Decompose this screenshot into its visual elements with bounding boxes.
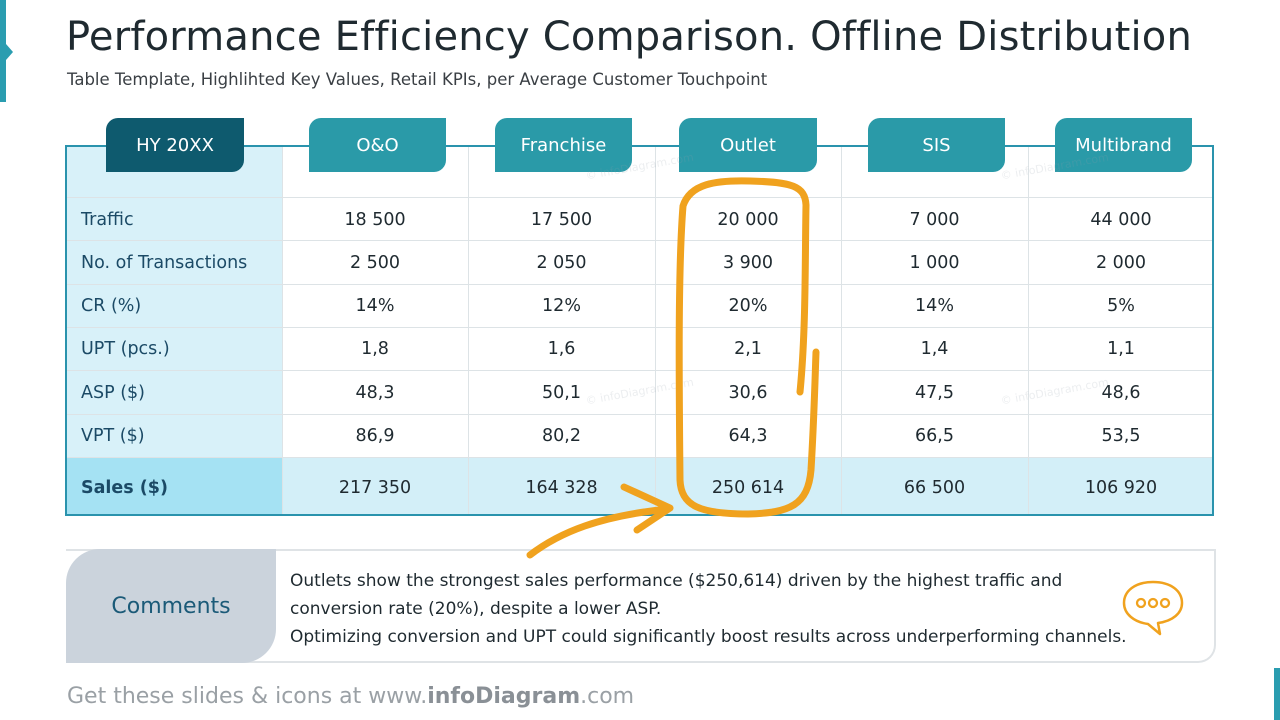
table-cell: 2 000: [1095, 252, 1147, 273]
comment-line: Optimizing conversion and UPT could sign…: [290, 627, 1127, 647]
column-divider: [655, 147, 656, 515]
table-cell: 48,3: [355, 382, 395, 403]
row-label-asp: ASP ($): [81, 382, 145, 403]
table-cell: 53,5: [1101, 425, 1141, 446]
sales-cell: 106 920: [1084, 477, 1158, 498]
table-cell: 18 500: [344, 209, 406, 230]
sales-cell: 250 614: [711, 477, 785, 498]
header-multibrand: Multibrand: [1055, 118, 1192, 172]
comment-line: Outlets show the strongest sales perform…: [290, 571, 1063, 591]
table-cell: 2 500: [349, 252, 401, 273]
footer-brand: infoDiagram: [427, 684, 581, 709]
sales-cell: 217 350: [338, 477, 412, 498]
row-divider: [67, 414, 1213, 415]
table-cell: 20%: [728, 295, 768, 316]
header-oo: O&O: [309, 118, 446, 172]
column-divider: [468, 147, 469, 515]
table-cell: 2,1: [734, 338, 762, 359]
header-sis: SIS: [868, 118, 1005, 172]
row-label-cr: CR (%): [81, 295, 142, 316]
left-accent-tip: [6, 44, 13, 60]
table-cell: 7 000: [909, 209, 960, 230]
table-cell: 5%: [1107, 295, 1135, 316]
comments-text: Outlets show the strongest sales perform…: [290, 567, 1170, 651]
comments-label: Comments: [66, 549, 276, 663]
table-cell: 20 000: [717, 209, 779, 230]
table-cell: 17 500: [530, 209, 593, 230]
table-cell: 50,1: [542, 382, 581, 403]
table-cell: 48,6: [1101, 382, 1141, 403]
footer-prefix: Get these slides & icons at www.: [67, 684, 428, 709]
right-accent-bar: [1274, 668, 1280, 720]
sales-label-background: [67, 458, 282, 515]
table-cell: 14%: [355, 295, 395, 316]
table-cell: 44 000: [1090, 209, 1152, 230]
column-divider: [841, 147, 842, 515]
label-column-background: [67, 147, 282, 458]
header-period: HY 20XX: [106, 118, 244, 172]
table-cell: 3 900: [722, 252, 774, 273]
header-outlet: Outlet: [679, 118, 817, 172]
table-cell: 64,3: [728, 425, 768, 446]
page-title: Performance Efficiency Comparison. Offli…: [66, 14, 1193, 60]
table-cell: 30,6: [728, 382, 768, 403]
table-cell: 1,1: [1107, 338, 1135, 359]
table-cell: 1,6: [547, 338, 576, 359]
table-cell: 80,2: [542, 425, 581, 446]
row-divider: [67, 240, 1213, 241]
speech-bubble-icon: [1122, 580, 1184, 636]
table-cell: 1,4: [920, 338, 949, 359]
column-divider: [1028, 147, 1029, 515]
row-divider: [67, 327, 1213, 328]
row-label-traffic: Traffic: [81, 209, 134, 230]
row-divider: [67, 284, 1213, 285]
sales-cell: 66 500: [903, 477, 966, 498]
row-label-transactions: No. of Transactions: [81, 252, 248, 273]
table-cell: 86,9: [355, 425, 395, 446]
page-subtitle: Table Template, Highlihted Key Values, R…: [67, 70, 768, 89]
footer-text: Get these slides & icons at www.infoDiag…: [67, 684, 634, 709]
row-divider: [67, 197, 1213, 198]
table-cell: 1,8: [361, 338, 389, 359]
row-label-sales: Sales ($): [81, 477, 168, 498]
table-cell: 66,5: [915, 425, 954, 446]
footer-suffix: .com: [580, 684, 635, 709]
header-franchise: Franchise: [495, 118, 632, 172]
comment-line: conversion rate (20%), despite a lower A…: [290, 599, 662, 619]
row-divider: [67, 370, 1213, 371]
table-cell: 1 000: [909, 252, 960, 273]
row-label-vpt: VPT ($): [81, 425, 145, 446]
row-label-upt: UPT (pcs.): [81, 338, 170, 359]
left-accent-bar: [0, 0, 6, 102]
row-divider: [67, 457, 1213, 458]
column-divider: [282, 147, 283, 515]
table-cell: 2 050: [536, 252, 587, 273]
table-cell: 12%: [542, 295, 581, 316]
sales-cell: 164 328: [525, 477, 598, 498]
table-cell: 47,5: [915, 382, 954, 403]
table-cell: 14%: [915, 295, 954, 316]
